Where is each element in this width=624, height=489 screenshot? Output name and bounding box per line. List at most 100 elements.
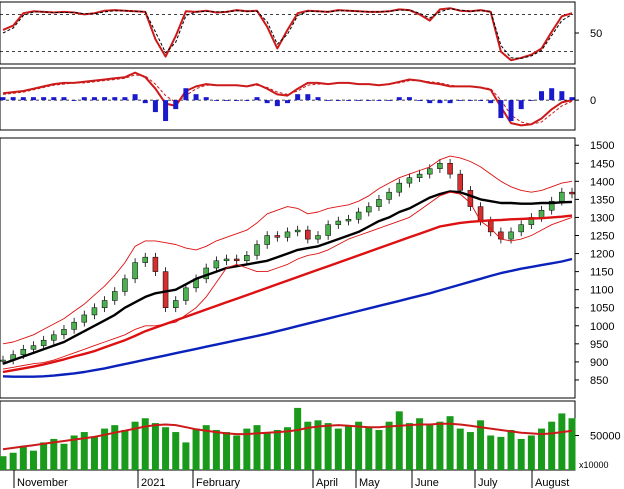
price-y-tick-label-2: 1400 bbox=[590, 176, 614, 188]
price-candle bbox=[183, 287, 189, 301]
price-candle bbox=[233, 258, 240, 262]
price-y-tick-label-4: 1300 bbox=[590, 212, 614, 224]
volume-bar bbox=[162, 427, 170, 470]
price-candle bbox=[569, 191, 575, 195]
macd-histogram-bar bbox=[20, 97, 26, 101]
volume-bar bbox=[426, 425, 434, 470]
volume-bar bbox=[263, 432, 271, 470]
price-candle bbox=[40, 339, 47, 346]
price-y-tick-label-3: 1350 bbox=[590, 194, 614, 206]
price-y-tick-label-7: 1150 bbox=[590, 267, 614, 279]
macd-histogram-bar bbox=[51, 97, 57, 101]
price-series-3-line bbox=[2, 257, 573, 378]
volume-bar bbox=[151, 423, 159, 470]
volume-bar bbox=[192, 428, 200, 470]
macd-histogram-bar bbox=[366, 100, 372, 101]
macd-histogram-bar bbox=[132, 94, 138, 101]
price-y-tick-label-8: 1100 bbox=[590, 285, 614, 297]
price-candle bbox=[0, 359, 6, 362]
price-candle bbox=[101, 300, 108, 308]
price-y-tick-label-5: 1250 bbox=[590, 231, 614, 243]
volume-bar bbox=[304, 421, 312, 470]
macd-histogram-bar bbox=[224, 100, 230, 101]
volume-bar bbox=[19, 445, 27, 470]
price-candle bbox=[71, 321, 77, 330]
price-candle bbox=[355, 211, 362, 220]
volume-bar bbox=[344, 425, 352, 470]
macd-histogram-bar bbox=[71, 100, 77, 101]
volume-bar bbox=[395, 411, 403, 470]
price-candle bbox=[457, 173, 463, 191]
price-y-tick-label-1: 1450 bbox=[590, 158, 614, 170]
x-tick-label-3: April bbox=[316, 477, 338, 489]
price-candle bbox=[172, 300, 179, 308]
macd-histogram-bar bbox=[518, 100, 524, 110]
price-candle bbox=[274, 235, 281, 238]
volume-bar bbox=[80, 432, 88, 470]
price-candle bbox=[132, 262, 138, 280]
volume-bar bbox=[90, 436, 98, 470]
price-series-5-line bbox=[2, 191, 573, 370]
macd-histogram-bar bbox=[396, 97, 402, 101]
macd-histogram-bar bbox=[447, 100, 453, 104]
volume-bar bbox=[446, 416, 454, 470]
stoch-series-0-line bbox=[2, 7, 573, 62]
volume-bar bbox=[507, 429, 515, 470]
volume-bar bbox=[273, 429, 281, 470]
volume-bar bbox=[131, 421, 139, 470]
volume-bar bbox=[294, 407, 302, 470]
macd-histogram-bar bbox=[122, 97, 128, 101]
macd-histogram-bar bbox=[10, 97, 16, 101]
volume-bar bbox=[141, 418, 149, 470]
macd-histogram-bar bbox=[437, 100, 443, 104]
macd-histogram-bar bbox=[569, 97, 575, 101]
price-candle bbox=[264, 235, 270, 245]
price-candle bbox=[254, 244, 260, 256]
macd-histogram-bar bbox=[356, 100, 362, 101]
price-candle bbox=[538, 209, 545, 218]
x-tick-label-2: February bbox=[196, 477, 241, 489]
price-candle bbox=[498, 231, 504, 240]
price-series-2-line bbox=[2, 214, 573, 374]
price-candle bbox=[335, 220, 342, 225]
volume-bar bbox=[405, 423, 413, 470]
macd-histogram-bar bbox=[234, 100, 240, 101]
price-series-4-line bbox=[2, 155, 573, 345]
price-candle bbox=[223, 258, 230, 262]
price-y-tick-label-9: 1050 bbox=[590, 303, 614, 315]
macd-histogram-bar bbox=[467, 100, 473, 101]
macd-histogram-bar bbox=[295, 94, 301, 101]
volume-bar bbox=[558, 413, 566, 470]
volume-bar bbox=[0, 456, 7, 470]
volume-bar bbox=[101, 428, 109, 470]
volume-bar bbox=[284, 427, 291, 470]
x-tick-label-1: 2021 bbox=[141, 477, 165, 489]
price-candle bbox=[406, 177, 413, 184]
price-candle bbox=[112, 291, 118, 301]
price-candle bbox=[91, 307, 98, 316]
macd-histogram-bar bbox=[30, 97, 36, 101]
volume-bar bbox=[416, 418, 424, 470]
price-y-tick-label-6: 1200 bbox=[590, 249, 614, 261]
volume-bar bbox=[527, 435, 535, 470]
price-y-tick-label-11: 950 bbox=[590, 339, 608, 351]
macd-histogram-bar bbox=[102, 97, 108, 101]
macd-histogram-bar bbox=[285, 100, 290, 104]
volume-bar bbox=[334, 428, 342, 470]
macd-histogram-bar bbox=[91, 97, 97, 101]
price-candle bbox=[396, 182, 403, 193]
price-candle bbox=[548, 200, 555, 211]
macd-histogram-bar bbox=[315, 97, 321, 101]
macd-histogram-bar bbox=[335, 100, 341, 101]
macd-histogram-bar bbox=[345, 100, 351, 101]
macd-histogram-bar bbox=[417, 100, 423, 101]
macd-histogram-bar bbox=[112, 97, 118, 101]
macd-histogram-bar bbox=[193, 94, 199, 101]
price-candle bbox=[386, 191, 392, 200]
price-y-tick-label-13: 850 bbox=[590, 375, 608, 387]
volume-bar bbox=[182, 442, 190, 470]
macd-histogram-bar bbox=[427, 100, 433, 104]
price-candle bbox=[213, 260, 220, 269]
macd-series-1-line bbox=[2, 74, 573, 125]
macd-histogram-bar bbox=[183, 88, 189, 101]
